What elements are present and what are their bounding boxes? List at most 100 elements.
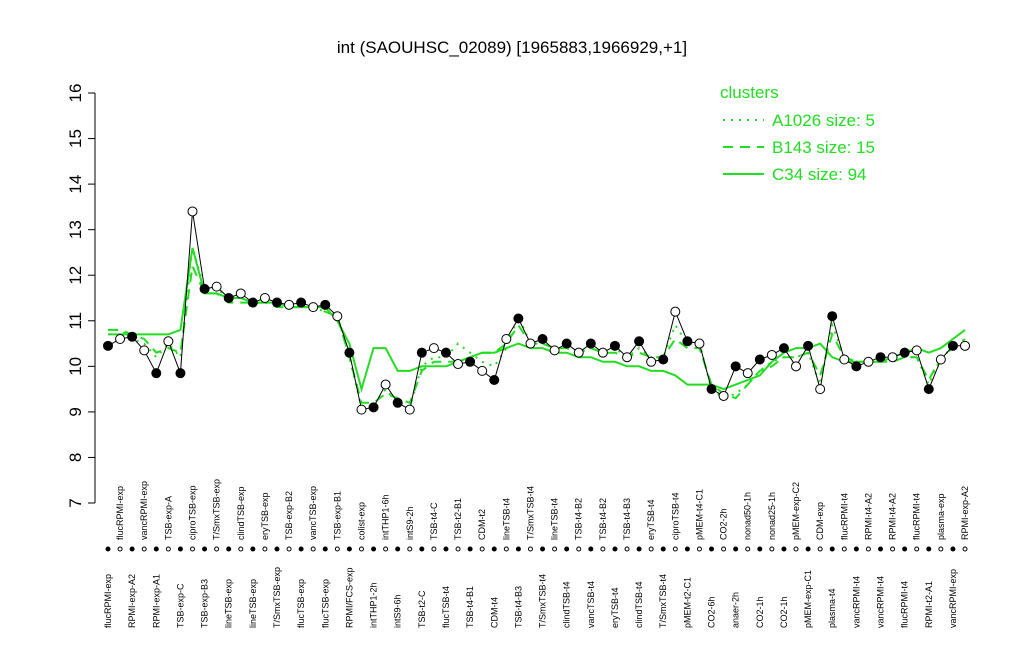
data-point [670, 306, 681, 317]
x-tick-label: vancTSB-exp [308, 486, 318, 540]
data-point [271, 297, 282, 308]
rug-dot [503, 546, 509, 552]
legend-label: A1026 size: 5 [772, 111, 875, 130]
rug-dot [588, 546, 594, 552]
legend-title: clusters [720, 83, 779, 102]
data-point [175, 368, 186, 379]
data-point [199, 283, 210, 294]
rug-dot [709, 546, 715, 552]
rug-dot [105, 546, 111, 552]
data-point [525, 338, 536, 349]
data-point [585, 338, 596, 349]
data-point [766, 349, 777, 360]
x-tick-label: nonad25-1h [767, 492, 777, 540]
rug-dot [129, 546, 135, 552]
rug-dot [757, 546, 763, 552]
legend-label: B143 size: 15 [772, 138, 875, 157]
rug-dot [346, 546, 352, 552]
data-point [416, 347, 427, 358]
x-tick-label: TSB-t4-B2 [598, 498, 608, 540]
x-tick-label: vancRPMI-exp [948, 569, 958, 628]
x-tick-label: flucRPMI-t4 [900, 581, 910, 628]
x-tick-label: lineTSB-t4 [550, 498, 560, 540]
x-tick-label: eryTSB-t4 [610, 587, 620, 628]
x-tick-label: flucTSB-exp [320, 579, 330, 628]
data-point [947, 340, 958, 351]
x-tick-label: ciproTSB-t4 [670, 492, 680, 540]
data-point [911, 345, 922, 356]
data-point [622, 352, 633, 363]
data-point [477, 365, 488, 376]
x-tick-label: T/SmxTSB-exp [212, 479, 222, 540]
data-point [730, 361, 741, 372]
x-tick-label: ciproTSB-exp [187, 485, 197, 540]
rug-dot [358, 546, 364, 552]
data-point [646, 356, 657, 367]
x-tick-label: TSB-exp-B1 [332, 491, 342, 540]
rug-dot [407, 546, 413, 552]
x-tick-label: plasma-exp [936, 493, 946, 540]
data-point [561, 338, 572, 349]
x-tick-label: vancRPMI-exp [139, 481, 149, 540]
rug-dot [684, 546, 690, 552]
cluster-line [108, 262, 966, 405]
x-tick-label: colist-exp [356, 502, 366, 540]
x-tick-label: T/SmxTSB-t4 [538, 574, 548, 628]
data-point [851, 361, 862, 372]
x-tick-label: TSB-t4-B3 [513, 586, 523, 628]
rug-dot [141, 546, 147, 552]
x-tick-label: TSB-t4-B2 [574, 498, 584, 540]
data-point [935, 354, 946, 365]
rug-dot [552, 546, 558, 552]
rug-dot [648, 546, 654, 552]
legend-label: C34 size: 94 [772, 165, 867, 184]
x-tick-label: flucRPMI-exp [115, 486, 125, 540]
data-point [634, 336, 645, 347]
rug-dot [733, 546, 739, 552]
data-point [875, 352, 886, 363]
data-point [513, 313, 524, 324]
chart-title: int (SAOUHSC_02089) [1965883,1966929,+1] [337, 38, 687, 57]
x-tick-label: CO2-2h [719, 508, 729, 540]
rug-dot [226, 546, 232, 552]
x-tick-label: nonad50-1h [743, 492, 753, 540]
rug-dot [962, 546, 968, 552]
x-tick-label: lineTSB-exp [224, 579, 234, 628]
y-tick-label: 10 [66, 357, 85, 376]
rug-dot [371, 546, 377, 552]
rug-dot [672, 546, 678, 552]
rug-dot [878, 546, 884, 552]
data-point [839, 354, 850, 365]
x-tick-label: T/SmxTSB-t4 [658, 574, 668, 628]
x-tick-label: vancRPMI-t4 [876, 576, 886, 628]
y-tick-label: 9 [66, 407, 85, 416]
rug-dot [890, 546, 896, 552]
rug-dot [540, 546, 546, 552]
rug-dot [189, 546, 195, 552]
data-point [223, 293, 234, 303]
x-tick-label: eryTSB-exp [260, 492, 270, 540]
x-tick-label: vancTSB-t4 [586, 581, 596, 628]
rug-dot [612, 546, 618, 552]
data-point [308, 302, 319, 313]
rug-dot [721, 546, 727, 552]
data-point [380, 379, 391, 390]
data-point [960, 340, 970, 351]
rug-dot [395, 546, 401, 552]
rug-dot [914, 546, 920, 552]
rug-dot [274, 546, 280, 552]
rug-dot [805, 546, 811, 552]
rug-dot [696, 546, 702, 552]
x-tick-label: RPMI-t4-A2 [863, 493, 873, 540]
x-tick-label: intS9-6h [393, 594, 403, 628]
x-tick-label: clindTSB-t4 [634, 581, 644, 628]
x-tick-label: intTHP1-6h [381, 494, 391, 540]
rug-dot [298, 546, 304, 552]
rug-dot [153, 546, 159, 552]
rug-dot [491, 546, 497, 552]
x-tick-label: flucRPMI-exp [103, 574, 113, 628]
x-tick-label: TSB-exp-B3 [200, 579, 210, 628]
data-point [163, 336, 174, 347]
data-point [827, 311, 838, 322]
